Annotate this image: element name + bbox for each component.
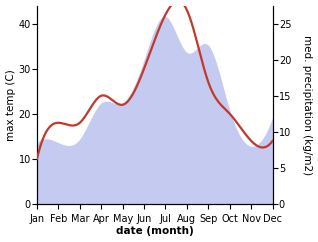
Y-axis label: max temp (C): max temp (C) [5,69,16,141]
Y-axis label: med. precipitation (kg/m2): med. precipitation (kg/m2) [302,35,313,175]
X-axis label: date (month): date (month) [116,227,194,236]
